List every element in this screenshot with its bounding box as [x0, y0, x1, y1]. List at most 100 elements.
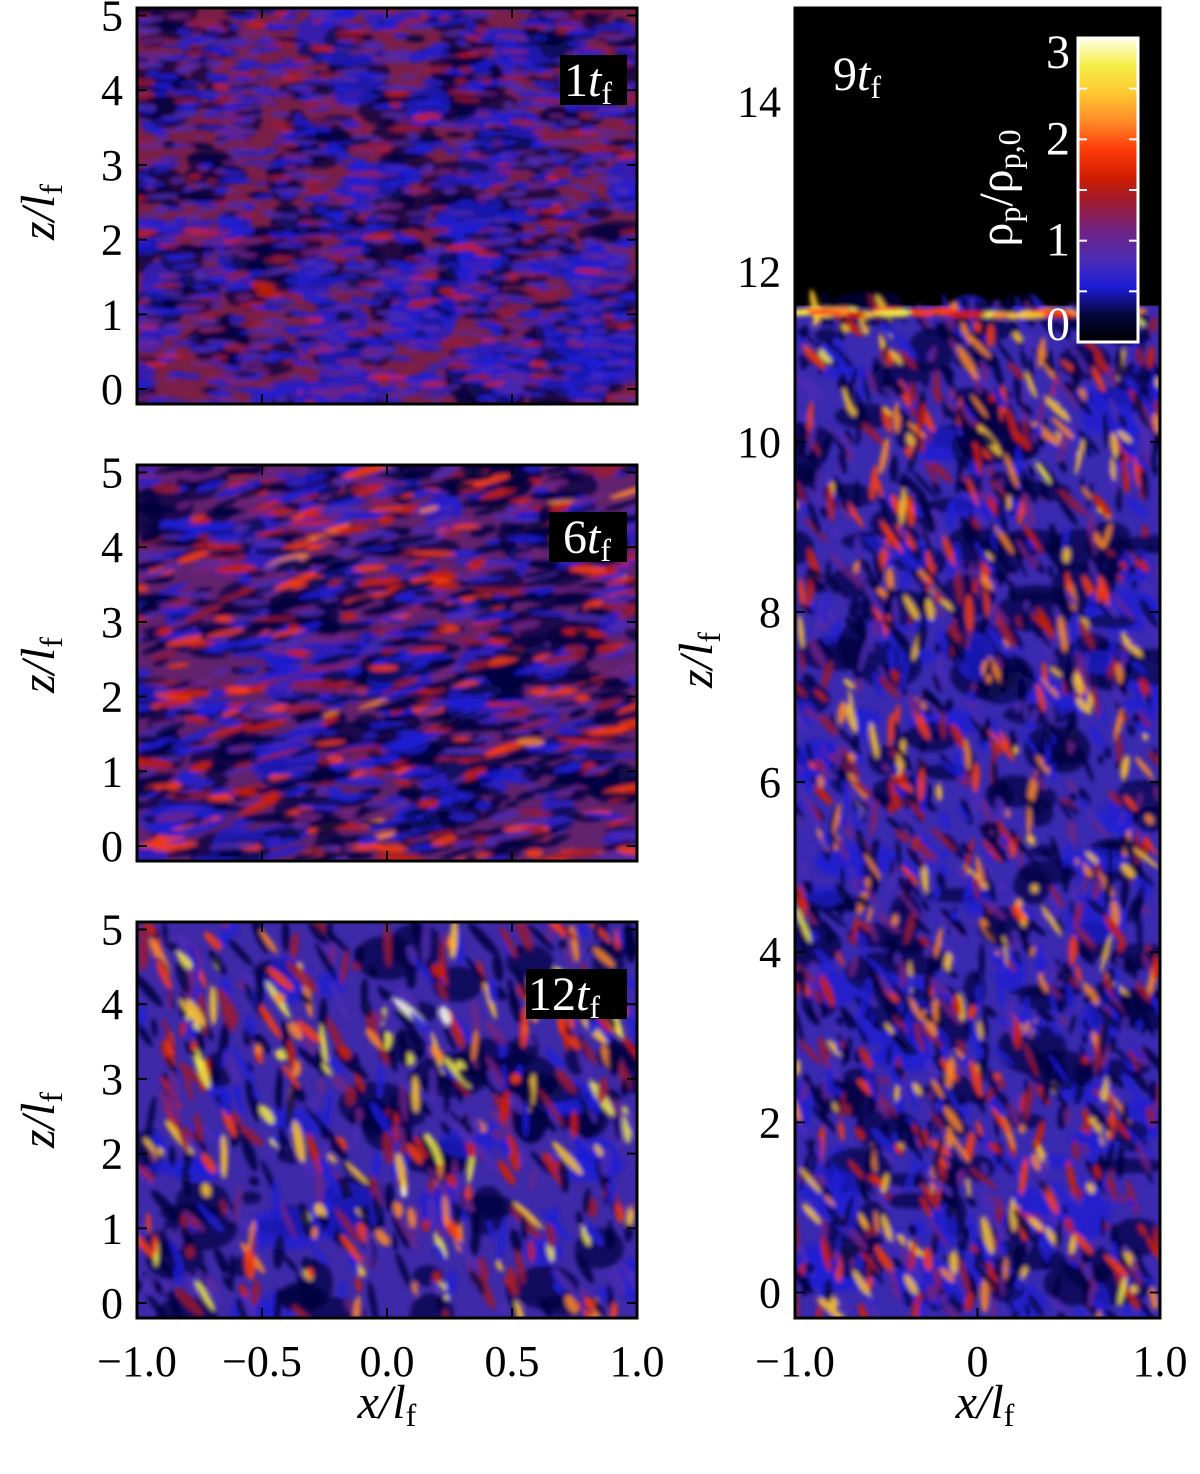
- density-filament: [145, 820, 182, 831]
- density-filament: [455, 77, 466, 85]
- density-filament: [987, 575, 999, 593]
- density-filament: [375, 1229, 390, 1247]
- density-filament: [339, 644, 363, 650]
- density-filament: [454, 268, 474, 276]
- density-filament: [595, 162, 608, 167]
- panel-1tf-ticks: [136, 8, 638, 404]
- density-void: [1055, 748, 1086, 766]
- density-filament: [180, 1226, 193, 1245]
- density-filament: [514, 42, 537, 47]
- density-filament: [234, 1091, 245, 1117]
- density-void: [814, 328, 838, 343]
- density-filament: [531, 245, 560, 252]
- density-filament: [354, 946, 366, 963]
- density-filament: [1108, 603, 1119, 618]
- density-filament: [362, 272, 387, 277]
- density-filament: [396, 986, 419, 1010]
- density-filament: [554, 728, 582, 735]
- density-filament: [519, 1150, 528, 1166]
- density-filament: [497, 152, 513, 158]
- density-filament: [309, 335, 330, 340]
- density-filament: [227, 938, 253, 967]
- density-filament: [960, 473, 968, 483]
- density-filament: [174, 709, 197, 717]
- density-filament: [547, 571, 581, 579]
- density-filament: [137, 318, 163, 326]
- density-filament: [190, 1217, 199, 1229]
- density-filament: [545, 1222, 556, 1248]
- density-filament: [1082, 1108, 1092, 1131]
- density-filament: [283, 1254, 299, 1273]
- density-filament: [548, 113, 565, 118]
- density-filament: [618, 1044, 630, 1064]
- density-filament: [572, 131, 596, 135]
- density-filament: [400, 828, 442, 841]
- panel-12tf-x-axis-title: x/lf: [357, 1376, 417, 1433]
- density-filament: [499, 1090, 510, 1125]
- density-filament: [137, 551, 167, 561]
- density-filament: [618, 24, 637, 29]
- density-filament: [597, 1286, 608, 1301]
- density-filament: [313, 205, 328, 213]
- density-filament: [986, 324, 995, 348]
- density-filament: [516, 737, 545, 746]
- density-filament: [1084, 1016, 1101, 1036]
- density-filament: [455, 86, 485, 91]
- density-filament: [521, 76, 554, 81]
- density-filament: [614, 154, 637, 159]
- density-filament: [326, 793, 375, 800]
- density-filament: [358, 1203, 372, 1231]
- density-filament: [216, 384, 237, 388]
- density-filament: [610, 356, 622, 363]
- density-filament: [478, 60, 492, 67]
- density-filament: [137, 536, 162, 544]
- density-filament: [559, 923, 577, 941]
- density-filament: [228, 65, 252, 72]
- density-filament: [229, 24, 242, 30]
- panel-12tf-density-field: [137, 922, 637, 1318]
- density-filament: [272, 159, 289, 166]
- density-filament: [394, 1141, 402, 1155]
- density-filament: [338, 175, 364, 181]
- density-filament: [181, 314, 209, 320]
- density-filament: [165, 206, 185, 211]
- density-filament: [1083, 443, 1093, 458]
- density-filament: [471, 269, 488, 275]
- density-filament: [541, 653, 586, 665]
- density-filament: [185, 1272, 198, 1297]
- density-filament: [939, 1166, 952, 1201]
- density-filament: [534, 62, 567, 67]
- density-filament: [532, 97, 564, 103]
- density-filament: [491, 1128, 504, 1141]
- density-filament: [987, 1068, 998, 1098]
- density-filament: [137, 1022, 153, 1047]
- density-filament: [606, 1285, 614, 1309]
- density-filament: [899, 543, 907, 555]
- density-filament: [1050, 1021, 1060, 1036]
- density-filament: [326, 141, 342, 148]
- density-filament: [441, 339, 468, 346]
- density-filament: [815, 903, 847, 928]
- density-filament: [377, 985, 387, 1001]
- density-filament: [933, 1266, 942, 1291]
- density-filament: [255, 740, 297, 758]
- density-filament: [260, 844, 306, 861]
- density-filament: [623, 1111, 637, 1151]
- density-filament: [292, 778, 340, 783]
- density-filament: [455, 178, 482, 185]
- density-filament: [453, 710, 480, 722]
- density-filament: [266, 770, 309, 775]
- density-filament: [176, 303, 206, 310]
- density-filament: [800, 1084, 808, 1101]
- density-filament: [245, 264, 268, 271]
- density-filament: [237, 351, 249, 358]
- density-filament: [288, 680, 339, 689]
- density-filament: [231, 599, 271, 605]
- density-filament: [311, 351, 335, 355]
- density-filament: [526, 181, 551, 189]
- density-filament: [864, 1144, 874, 1177]
- density-filament: [498, 60, 521, 66]
- density-filament: [527, 924, 555, 951]
- density-filament: [1023, 522, 1043, 554]
- density-filament: [223, 1052, 238, 1083]
